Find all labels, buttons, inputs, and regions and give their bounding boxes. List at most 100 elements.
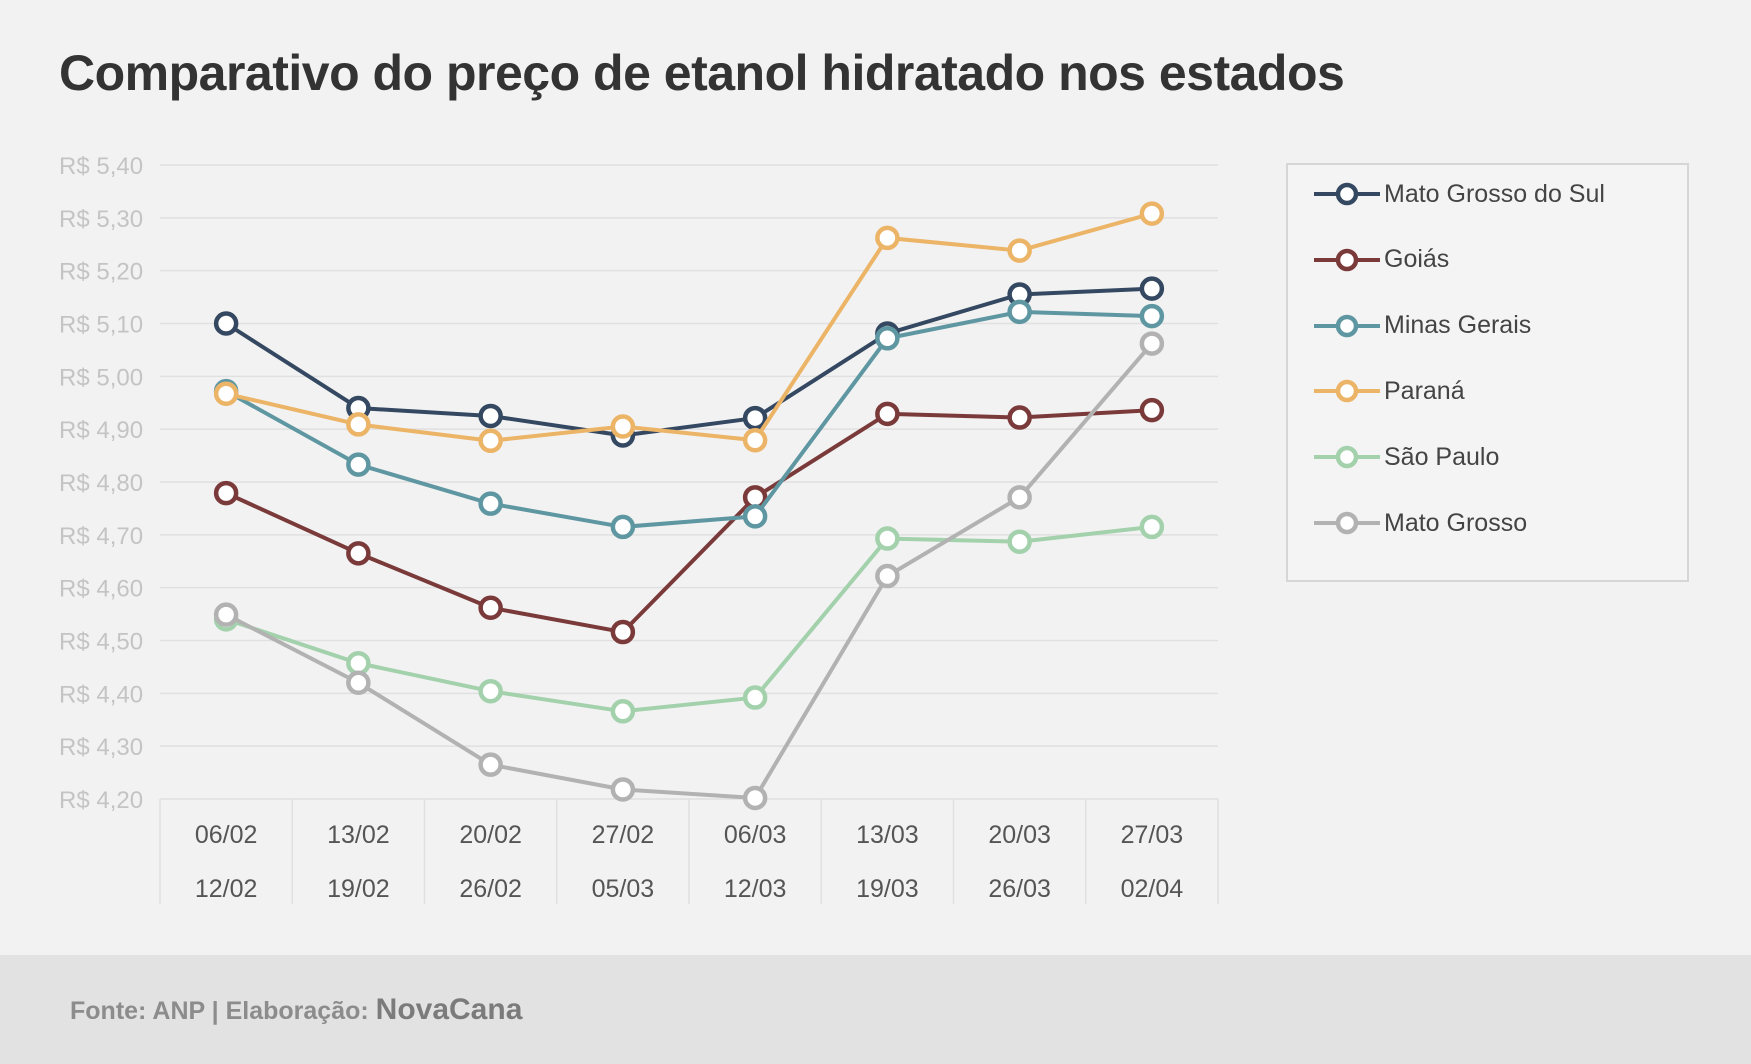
data-point <box>1139 201 1165 226</box>
data-point <box>610 414 636 439</box>
data-point <box>478 403 503 429</box>
line-chart: R$ 5,40 R$ 5,30 R$ 5,20 R$ 5,10 R$ 5,00 R$ 4,… <box>59 153 1219 904</box>
legend-swatch <box>1314 182 1380 206</box>
data-point <box>1139 303 1165 329</box>
legend-item: Minas Gerais <box>1312 306 1531 346</box>
data-point <box>610 514 636 540</box>
legend-swatch <box>1314 380 1380 403</box>
data-point <box>346 650 371 676</box>
data-point <box>610 777 636 802</box>
x-tick-label: 13/02 <box>327 821 390 849</box>
data-point <box>478 428 503 454</box>
data-point <box>875 526 900 551</box>
data-point <box>1007 485 1032 510</box>
x-tick-label: 05/03 <box>592 875 655 903</box>
legend-swatch-marker <box>1335 445 1359 469</box>
legend-swatch <box>1314 248 1380 272</box>
legend-item: São Paulo <box>1312 437 1499 477</box>
data-point <box>1007 405 1032 430</box>
legend-label: Mato Grosso <box>1384 508 1528 537</box>
data-point <box>875 563 900 589</box>
x-tick-label: 26/03 <box>988 875 1051 903</box>
x-tick-label: 27/03 <box>1121 821 1184 849</box>
y-tick-label: R$ 4,70 <box>59 523 143 550</box>
data-point <box>478 491 503 516</box>
data-point <box>346 670 371 696</box>
y-tick-label: R$ 5,00 <box>59 364 143 391</box>
legend-item: Mato Grosso <box>1312 503 1527 543</box>
legend-swatch <box>1314 445 1380 469</box>
data-point <box>478 678 503 704</box>
data-point <box>742 504 768 529</box>
y-tick-label: R$ 4,60 <box>59 576 143 603</box>
data-point <box>1007 529 1032 554</box>
legend-label: Paraná <box>1384 376 1465 405</box>
x-tick-label: 12/02 <box>195 875 258 903</box>
series-line <box>225 286 1152 438</box>
data-point <box>610 699 636 724</box>
source-label: Fonte: ANP | Elaboração: <box>70 997 376 1025</box>
series-line <box>225 309 1152 529</box>
data-point <box>742 428 768 453</box>
y-tick-label: R$ 4,90 <box>59 417 143 444</box>
data-point <box>875 225 900 251</box>
x-tick-label: 20/02 <box>459 821 522 849</box>
legend-swatch-marker <box>1335 511 1359 535</box>
data-point <box>1007 299 1032 325</box>
series-mato-grosso <box>213 331 1165 811</box>
legend-swatch-marker <box>1335 314 1359 337</box>
legend-swatch-marker <box>1335 182 1359 206</box>
x-axis-tick-labels: 06/02 12/02 13/02 19/02 20/02 26/02 27/02 05/03… <box>195 821 1183 903</box>
x-tick-label: 06/03 <box>724 821 787 849</box>
legend: Mato Grosso do Sul Goiás Minas Gerais Paran… <box>1286 163 1689 582</box>
data-point <box>1139 514 1165 540</box>
legend-item: Goiás <box>1312 240 1449 280</box>
source-credit: Fonte: ANP | Elaboração: NovaCana <box>70 993 522 1027</box>
data-point <box>213 480 239 506</box>
x-tick-label: 12/03 <box>724 875 787 903</box>
data-point <box>213 602 239 627</box>
series-mato-grosso-do-sul <box>213 276 1165 448</box>
x-tick-label: 13/03 <box>856 821 919 849</box>
data-point <box>346 541 371 566</box>
series-line <box>225 524 1153 714</box>
x-tick-label: 02/04 <box>1121 875 1184 903</box>
series-paran- <box>213 201 1165 454</box>
data-point <box>346 452 371 477</box>
data-point <box>478 595 503 620</box>
legend-label: Goiás <box>1384 245 1450 274</box>
legend-swatch-marker <box>1335 380 1359 403</box>
data-point <box>213 381 239 407</box>
legend-label: São Paulo <box>1384 442 1500 471</box>
y-tick-label: R$ 4,50 <box>59 629 143 656</box>
y-tick-label: R$ 4,40 <box>59 681 143 708</box>
x-tick-label: 19/03 <box>856 875 919 903</box>
grid-lines <box>159 164 1219 904</box>
series-line <box>225 342 1154 800</box>
y-tick-label: R$ 4,20 <box>59 787 143 814</box>
brand-name: NovaCana <box>375 993 523 1026</box>
data-point <box>875 401 900 427</box>
data-point <box>742 405 768 431</box>
data-point <box>875 326 900 351</box>
data-point <box>742 685 768 710</box>
y-tick-label: R$ 4,80 <box>59 470 143 497</box>
x-tick-label: 20/03 <box>988 821 1051 849</box>
legend-swatch <box>1314 511 1380 535</box>
y-tick-label: R$ 5,10 <box>59 312 143 339</box>
x-tick-label: 26/02 <box>459 875 522 903</box>
x-tick-label: 27/02 <box>592 821 655 849</box>
chart-title: Comparativo do preço de etanol hidratado… <box>59 45 1345 101</box>
x-tick-label: 19/02 <box>327 875 390 903</box>
data-point <box>610 619 636 645</box>
y-tick-label: R$ 5,40 <box>59 153 143 180</box>
legend-label: Minas Gerais <box>1384 311 1532 340</box>
legend-item: Paraná <box>1312 371 1465 411</box>
y-tick-label: R$ 5,30 <box>59 206 143 233</box>
data-point <box>478 752 503 777</box>
data-point <box>1139 331 1165 356</box>
y-axis-tick-labels: R$ 5,40 R$ 5,30 R$ 5,20 R$ 5,10 R$ 5,00 R$ 4,… <box>59 153 143 814</box>
legend-swatch <box>1314 314 1380 337</box>
series-line <box>225 408 1152 635</box>
data-point <box>213 311 239 336</box>
